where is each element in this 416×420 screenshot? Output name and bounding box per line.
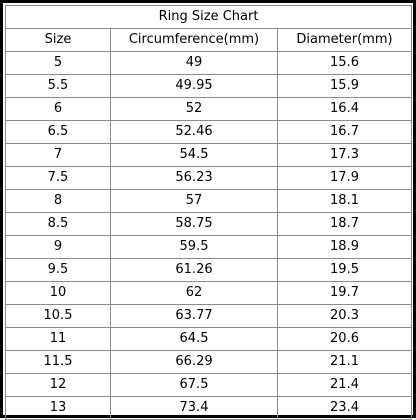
title-row: Ring Size Chart bbox=[4, 5, 413, 29]
cell-circumference: 49 bbox=[110, 51, 278, 75]
cell-circumference: 49.95 bbox=[110, 74, 278, 98]
cell-size: 10.5 bbox=[5, 304, 111, 328]
table-row: 5 49 15.6 bbox=[5, 51, 413, 75]
table-row: 13 73.4 23.4 bbox=[5, 396, 413, 420]
cell-circumference: 66.29 bbox=[110, 350, 278, 374]
cell-circumference: 54.5 bbox=[110, 143, 278, 167]
cell-size: 6.5 bbox=[5, 120, 111, 144]
cell-circumference: 52.46 bbox=[110, 120, 278, 144]
cell-size: 12 bbox=[5, 373, 111, 397]
cell-circumference: 61.26 bbox=[110, 258, 278, 282]
table-row: 12 67.5 21.4 bbox=[5, 373, 413, 397]
table-row: 5.5 49.95 15.9 bbox=[5, 74, 413, 98]
cell-size: 5 bbox=[5, 51, 111, 75]
cell-diameter: 21.4 bbox=[276, 373, 413, 397]
cell-size: 9.5 bbox=[5, 258, 111, 282]
cell-diameter: 18.7 bbox=[276, 212, 413, 236]
cell-circumference: 62 bbox=[110, 281, 278, 305]
cell-size: 13 bbox=[5, 396, 111, 420]
cell-diameter: 21.1 bbox=[276, 350, 413, 374]
header-circumference: Circumference(mm) bbox=[110, 28, 278, 52]
cell-circumference: 67.5 bbox=[110, 373, 278, 397]
cell-size: 7.5 bbox=[5, 166, 111, 190]
table-row: 6.5 52.46 16.7 bbox=[5, 120, 413, 144]
header-row: Size Circumference(mm) Diameter(mm) bbox=[5, 28, 413, 52]
table-row: 9.5 61.26 19.5 bbox=[5, 258, 413, 282]
table-row: 7.5 56.23 17.9 bbox=[5, 166, 413, 190]
cell-circumference: 52 bbox=[110, 97, 278, 121]
cell-diameter: 15.6 bbox=[276, 51, 413, 75]
cell-circumference: 56.23 bbox=[110, 166, 278, 190]
cell-size: 11 bbox=[5, 327, 111, 351]
cell-circumference: 59.5 bbox=[110, 235, 278, 259]
table-row: 6 52 16.4 bbox=[5, 97, 413, 121]
table-row: 9 59.5 18.9 bbox=[5, 235, 413, 259]
cell-size: 8.5 bbox=[5, 212, 111, 236]
cell-circumference: 63.77 bbox=[110, 304, 278, 328]
cell-size: 5.5 bbox=[5, 74, 111, 98]
cell-diameter: 18.1 bbox=[276, 189, 413, 213]
cell-size: 7 bbox=[5, 143, 111, 167]
cell-circumference: 58.75 bbox=[110, 212, 278, 236]
header-size: Size bbox=[5, 28, 111, 52]
cell-size: 6 bbox=[5, 97, 111, 121]
cell-circumference: 57 bbox=[110, 189, 278, 213]
table-row: 10.5 63.77 20.3 bbox=[5, 304, 413, 328]
cell-size: 8 bbox=[5, 189, 111, 213]
cell-size: 9 bbox=[5, 235, 111, 259]
cell-diameter: 17.9 bbox=[276, 166, 413, 190]
table-row: 11 64.5 20.6 bbox=[5, 327, 413, 351]
cell-circumference: 64.5 bbox=[110, 327, 278, 351]
cell-diameter: 18.9 bbox=[276, 235, 413, 259]
cell-diameter: 15.9 bbox=[276, 74, 413, 98]
cell-diameter: 20.3 bbox=[276, 304, 413, 328]
cell-diameter: 16.7 bbox=[276, 120, 413, 144]
cell-size: 10 bbox=[5, 281, 111, 305]
cell-diameter: 17.3 bbox=[276, 143, 413, 167]
table-row: 10 62 19.7 bbox=[5, 281, 413, 305]
cell-diameter: 19.5 bbox=[276, 258, 413, 282]
cell-diameter: 23.4 bbox=[276, 396, 413, 420]
cell-size: 11.5 bbox=[5, 350, 111, 374]
ring-size-table: Ring Size Chart Size Circumference(mm) D… bbox=[4, 5, 413, 420]
cell-diameter: 20.6 bbox=[276, 327, 413, 351]
header-diameter: Diameter(mm) bbox=[276, 28, 413, 52]
table-title: Ring Size Chart bbox=[4, 5, 413, 29]
table-row: 7 54.5 17.3 bbox=[5, 143, 413, 167]
table-body: 5 49 15.6 5.5 49.95 15.9 6 52 16.4 6.5 52.46 16.7 7 5… bbox=[5, 51, 413, 420]
table-row: 8.5 58.75 18.7 bbox=[5, 212, 413, 236]
cell-diameter: 19.7 bbox=[276, 281, 413, 305]
table-row: 11.5 66.29 21.1 bbox=[5, 350, 413, 374]
cell-circumference: 73.4 bbox=[110, 396, 278, 420]
table-row: 8 57 18.1 bbox=[5, 189, 413, 213]
cell-diameter: 16.4 bbox=[276, 97, 413, 121]
